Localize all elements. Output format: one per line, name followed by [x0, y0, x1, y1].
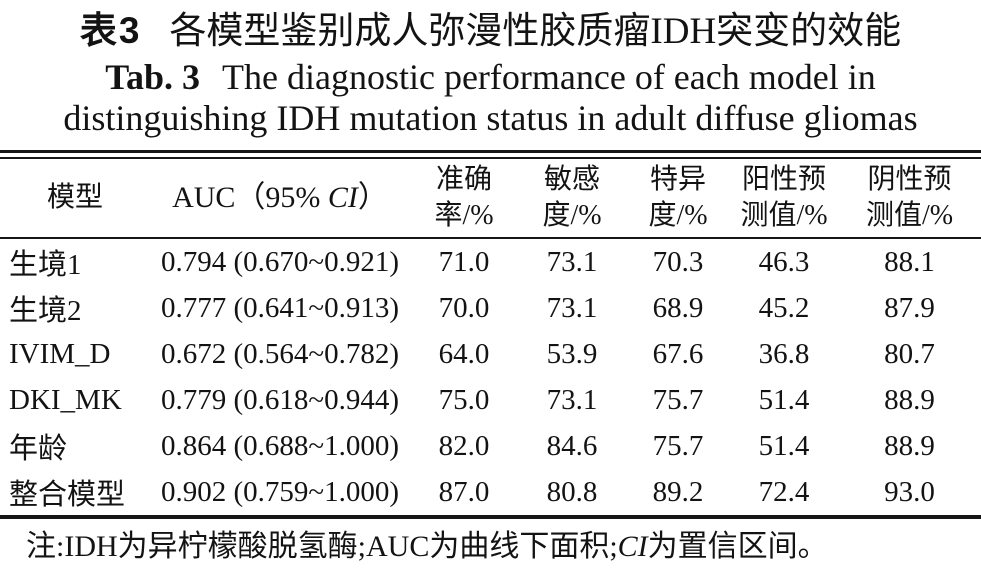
- cell-sensitivity: 73.1: [546, 383, 598, 416]
- table-title-english-line2: distinguishing IDH mutation status in ad…: [0, 98, 981, 139]
- cell-ppv: 72.4: [758, 475, 810, 508]
- footnote-text-pre: 注:IDH为异柠檬酸脱氢酶;AUC为曲线下面积;: [26, 530, 618, 563]
- results-table: 模型 AUC（95% CI） 准确 率/% 敏感 度/% 特异 度/%: [0, 157, 981, 519]
- table-title-english-line1: Tab. 3 The diagnostic performance of each…: [0, 57, 981, 98]
- cell-accuracy: 75.0: [438, 383, 490, 416]
- table-number-zh: 表3: [79, 10, 142, 51]
- cell-model: 整合模型: [9, 479, 126, 511]
- cell-accuracy: 82.0: [438, 429, 490, 462]
- table-title-zh-text: 各模型鉴别成人弥漫性胶质瘤IDH突变的效能: [169, 11, 902, 52]
- cell-auc: 0.777 (0.641~0.913): [160, 291, 399, 324]
- cell-npv: 88.9: [884, 383, 935, 416]
- col-header-accuracy: 准确 率/%: [410, 158, 518, 239]
- table-title-en-text2: distinguishing IDH mutation status in ad…: [63, 98, 918, 138]
- cell-npv: 93.0: [884, 475, 935, 508]
- cell-npv: 88.9: [884, 429, 935, 462]
- cell-ppv: 51.4: [758, 429, 810, 462]
- col-header-model: 模型: [0, 158, 150, 239]
- cell-accuracy: 64.0: [438, 337, 490, 370]
- col-header-sensitivity: 敏感 度/%: [518, 158, 626, 239]
- cell-sensitivity: 53.9: [546, 337, 598, 370]
- cell-npv: 80.7: [884, 337, 935, 370]
- table-title-en-text1: The diagnostic performance of each model…: [222, 57, 876, 97]
- cell-model: 生境2: [9, 295, 82, 327]
- cell-specificity: 68.9: [652, 291, 704, 324]
- ci-italic: CI: [327, 181, 358, 214]
- cell-sensitivity: 73.1: [546, 245, 598, 278]
- cell-specificity: 67.6: [652, 337, 704, 370]
- cell-accuracy: 70.0: [438, 291, 490, 324]
- footnote-text-post: 为置信区间。: [647, 530, 828, 563]
- cell-auc: 0.779 (0.618~0.944): [160, 383, 399, 416]
- cell-ppv: 36.8: [758, 337, 810, 370]
- cell-accuracy: 87.0: [438, 475, 490, 508]
- cell-sensitivity: 73.1: [546, 291, 598, 324]
- cell-model: 生境1: [9, 249, 82, 281]
- cell-specificity: 75.7: [652, 383, 704, 416]
- table-row: 生境1 0.794 (0.670~0.921) 71.0 73.1 70.3 4…: [0, 238, 981, 285]
- cell-ppv: 46.3: [758, 245, 810, 278]
- cell-auc: 0.864 (0.688~1.000): [160, 429, 399, 462]
- table-row: 年龄 0.864 (0.688~1.000) 82.0 84.6 75.7 51…: [0, 423, 981, 469]
- cell-specificity: 75.7: [652, 429, 704, 462]
- cell-ppv: 45.2: [758, 291, 810, 324]
- ci-italic: CI: [617, 530, 648, 563]
- cell-accuracy: 71.0: [438, 245, 490, 278]
- cell-specificity: 70.3: [652, 245, 704, 278]
- cell-npv: 87.9: [884, 291, 935, 324]
- table-row: 生境2 0.777 (0.641~0.913) 70.0 73.1 68.9 4…: [0, 285, 981, 331]
- table-row: IVIM_D 0.672 (0.564~0.782) 64.0 53.9 67.…: [0, 331, 981, 377]
- cell-npv: 88.1: [884, 245, 935, 278]
- col-header-specificity: 特异 度/%: [626, 158, 730, 239]
- cell-specificity: 89.2: [652, 475, 704, 508]
- table-footnote: 注:IDH为异柠檬酸脱氢酶;AUC为曲线下面积;CI为置信区间。: [0, 528, 981, 566]
- table-row: DKI_MK 0.779 (0.618~0.944) 75.0 73.1 75.…: [0, 377, 981, 423]
- cell-sensitivity: 84.6: [546, 429, 598, 462]
- cell-model: IVIM_D: [9, 337, 111, 370]
- table-number-en: Tab. 3: [105, 57, 200, 97]
- cell-model: DKI_MK: [9, 383, 122, 416]
- table-row: 整合模型 0.902 (0.759~1.000) 87.0 80.8 89.2 …: [0, 469, 981, 517]
- table-header-row: 模型 AUC（95% CI） 准确 率/% 敏感 度/% 特异 度/%: [0, 158, 981, 239]
- results-table-container: 模型 AUC（95% CI） 准确 率/% 敏感 度/% 特异 度/%: [0, 150, 981, 519]
- col-header-npv: 阴性预 测值/%: [838, 158, 981, 239]
- cell-ppv: 51.4: [758, 383, 810, 416]
- col-header-ppv: 阳性预 测值/%: [730, 158, 838, 239]
- cell-sensitivity: 80.8: [546, 475, 598, 508]
- cell-model: 年龄: [9, 433, 68, 465]
- col-header-auc: AUC（95% CI）: [150, 158, 410, 239]
- table-title-chinese: 表3 各模型鉴别成人弥漫性胶质瘤IDH突变的效能: [0, 6, 981, 57]
- cell-auc: 0.794 (0.670~0.921): [160, 245, 399, 278]
- cell-auc: 0.672 (0.564~0.782): [160, 337, 399, 370]
- cell-auc: 0.902 (0.759~1.000): [160, 475, 399, 508]
